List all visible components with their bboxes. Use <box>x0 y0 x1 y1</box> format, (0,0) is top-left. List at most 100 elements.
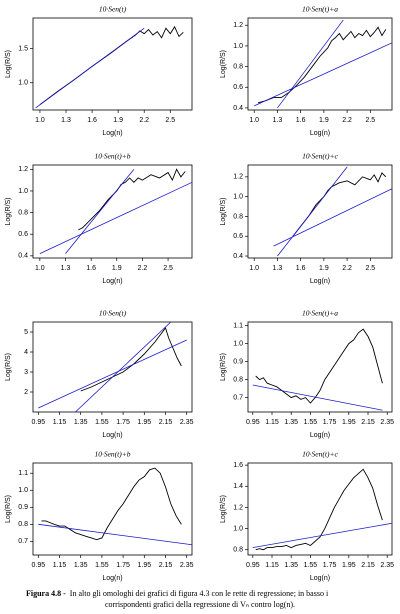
chart-title: 10·Sen(t)+a <box>302 5 338 14</box>
series-line <box>255 468 383 551</box>
y-tick-label: 1.0 <box>233 340 243 347</box>
x-tick-label: 1.9 <box>112 265 122 272</box>
x-tick-label: 1.75 <box>116 419 130 426</box>
x-tick-label: 1.3 <box>61 117 71 124</box>
series-line <box>39 25 184 105</box>
y-tick-label: 0.8 <box>233 213 243 220</box>
x-tick-label: 2.35 <box>380 562 394 569</box>
plot-frame <box>32 462 193 556</box>
y-tick-label: 3 <box>24 369 28 376</box>
y-tick-label: 1.2 <box>18 166 28 173</box>
y-tick-label: 1.4 <box>233 483 243 490</box>
y-axis-label: Log(R/S) <box>220 197 227 225</box>
series-line <box>255 328 383 404</box>
x-tick-label: 2.15 <box>159 562 173 569</box>
y-tick-label: 1.0 <box>18 80 28 87</box>
x-tick-label: 2.5 <box>365 265 375 272</box>
x-tick-label: 2.2 <box>342 117 352 124</box>
series-line <box>65 169 135 254</box>
plot-frame <box>247 321 393 413</box>
caption-line: corrispondenti grafici della regressione… <box>105 600 295 609</box>
x-axis-label: Log(n) <box>102 278 122 285</box>
x-tick-label: 1.3 <box>273 265 283 272</box>
x-tick-label: 0.95 <box>246 562 260 569</box>
y-tick-label: 0.4 <box>18 253 28 260</box>
y-tick-label: 4 <box>24 349 28 356</box>
y-tick-label: 1.2 <box>233 22 243 29</box>
x-tick-label: 1.9 <box>319 117 329 124</box>
x-tick-label: 1.0 <box>35 265 45 272</box>
x-tick-label: 1.0 <box>249 117 259 124</box>
y-tick-label: 0.8 <box>233 547 243 554</box>
y-tick-label: 0.9 <box>233 358 243 365</box>
x-tick-label: 2.5 <box>165 117 175 124</box>
x-tick-label: 1.0 <box>35 117 45 124</box>
series-line <box>292 172 387 237</box>
series-line <box>75 321 172 413</box>
x-tick-label: 1.55 <box>95 419 109 426</box>
x-tick-label: 1.95 <box>137 562 151 569</box>
series-line <box>35 27 145 109</box>
caption-line: In alto gli omologhi dei grafici di figu… <box>70 589 329 598</box>
x-tick-label: 1.9 <box>319 265 329 272</box>
y-axis-label: Log(R/S) <box>5 495 12 523</box>
y-tick-label: 0.7 <box>233 394 243 401</box>
x-axis-label: Log(n) <box>310 575 330 582</box>
chart-title: 10·Sen(t)+b <box>94 450 130 459</box>
x-tick-label: 1.6 <box>296 265 306 272</box>
series-line <box>38 339 187 409</box>
caption: Figura 4.8 - In alto gli omologhi dei gra… <box>26 589 329 598</box>
y-axis-label: Log(R/S) <box>220 495 227 523</box>
x-tick-label: 1.6 <box>296 117 306 124</box>
series-line <box>38 523 193 546</box>
x-axis-label: Log(n) <box>102 432 122 439</box>
series-line <box>78 168 186 231</box>
x-tick-label: 1.15 <box>53 419 67 426</box>
y-tick-label: 0.6 <box>233 84 243 91</box>
plot-frame <box>32 321 193 413</box>
x-tick-label: 1.95 <box>342 419 356 426</box>
plot-frame <box>32 164 193 259</box>
x-axis-label: Log(n) <box>310 130 330 137</box>
x-tick-label: 2.15 <box>361 562 375 569</box>
x-tick-label: 1.35 <box>284 562 298 569</box>
y-axis-label: Log(R/S) <box>5 197 12 225</box>
chart-title: 10·Sen(t) <box>99 309 127 318</box>
y-tick-label: 1.6 <box>233 462 243 469</box>
y-tick-label: 0.9 <box>18 504 28 511</box>
x-tick-label: 1.35 <box>284 419 298 426</box>
x-tick-label: 2.2 <box>138 265 148 272</box>
y-tick-label: 1.2 <box>233 174 243 181</box>
x-axis-label: Log(n) <box>102 575 122 582</box>
plot-frame <box>247 164 393 259</box>
x-axis-label: Log(n) <box>310 278 330 285</box>
series-line <box>277 19 344 109</box>
x-tick-label: 1.3 <box>61 265 71 272</box>
plot-frame <box>32 17 193 111</box>
x-tick-label: 1.6 <box>86 265 96 272</box>
y-tick-label: 1.0 <box>18 188 28 195</box>
y-tick-label: 2 <box>24 389 28 396</box>
x-tick-label: 1.6 <box>87 117 97 124</box>
x-tick-label: 1.75 <box>116 562 130 569</box>
y-tick-label: 0.8 <box>18 209 28 216</box>
y-tick-label: 0.8 <box>233 63 243 70</box>
series-line <box>41 467 182 541</box>
series-line <box>39 181 193 255</box>
y-tick-label: 0.8 <box>233 376 243 383</box>
y-tick-label: 1.2 <box>233 504 243 511</box>
series-line <box>254 42 393 107</box>
x-tick-label: 1.95 <box>137 419 151 426</box>
x-tick-label: 1.9 <box>113 117 123 124</box>
y-tick-label: 0.6 <box>18 231 28 238</box>
series-line <box>273 188 393 247</box>
y-tick-label: 0.4 <box>233 105 243 112</box>
x-tick-label: 2.15 <box>159 419 173 426</box>
x-tick-label: 2.5 <box>365 117 375 124</box>
series-line <box>252 522 393 548</box>
x-tick-label: 0.95 <box>31 562 45 569</box>
y-tick-label: 1.1 <box>18 470 28 477</box>
x-tick-label: 1.35 <box>74 419 88 426</box>
